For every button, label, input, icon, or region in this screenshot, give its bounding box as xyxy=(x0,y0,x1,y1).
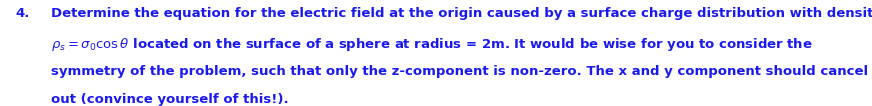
Text: $\rho_s = \sigma_0\cos\theta$ located on the surface of a sphere at radius = 2m.: $\rho_s = \sigma_0\cos\theta$ located on… xyxy=(51,36,813,53)
Text: out (convince yourself of this!).: out (convince yourself of this!). xyxy=(51,93,289,106)
Text: Determine the equation for the electric field at the origin caused by a surface : Determine the equation for the electric … xyxy=(51,7,872,20)
Text: 4.: 4. xyxy=(16,7,30,20)
Text: symmetry of the problem, such that only the z-component is non-zero. The x and y: symmetry of the problem, such that only … xyxy=(51,65,868,78)
